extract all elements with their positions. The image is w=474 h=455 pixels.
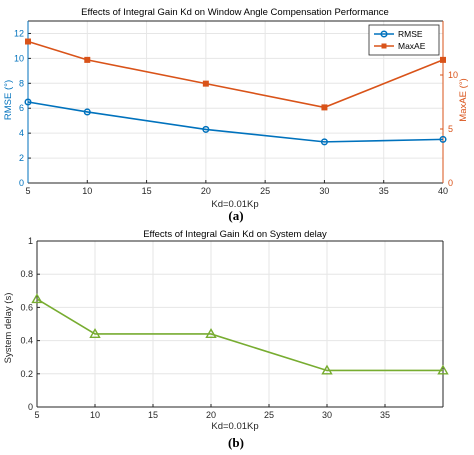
chart-b-x-tick-label: 25 [264, 410, 274, 420]
chart-b-y-tick-label: 0.6 [20, 302, 33, 312]
chart-a-rmse-point [320, 138, 328, 146]
chart-a-rmse-point [24, 98, 32, 106]
chart-a-maxae-point [84, 56, 91, 63]
chart-a-y-tick-label: 8 [19, 78, 24, 88]
chart-b-series-line [36, 298, 443, 372]
chart-b-y-tick-label: 0.8 [20, 269, 33, 279]
chart-b-y-tick-label: 0.2 [20, 369, 33, 379]
chart-a-rmse-point [202, 125, 210, 133]
chart-a-y-tick-label: 6 [19, 103, 24, 113]
chart-b-y-tick-label: 0.4 [20, 336, 33, 346]
chart-a-y-tick-label: 0 [19, 178, 24, 188]
chart-b-caption: (b) [228, 435, 244, 450]
chart-a-title: Effects of Integral Gain Kd on Window An… [81, 7, 389, 18]
chart-a-legend-label: RMSE [398, 29, 423, 39]
chart-a-legend-box [368, 24, 440, 56]
chart-a-ylabel: RMSE (°) [3, 80, 14, 120]
chart-b-series-point [321, 364, 333, 375]
chart-a-y2-tick-label: 0 [448, 178, 453, 188]
chart-a-maxae-point [321, 104, 328, 111]
chart-b-x-tick-label: 30 [322, 410, 332, 420]
chart-a-x-tick-label: 30 [319, 186, 329, 196]
chart-a-y-tick-label: 2 [19, 153, 24, 163]
chart-a-legend-marker [380, 30, 388, 38]
chart-b-x-tick-label: 15 [148, 410, 158, 420]
chart-a-x-tick-label: 20 [201, 186, 211, 196]
chart-b-xlabel: Kd=0.01Kp [211, 421, 258, 432]
chart-b-y-tick-label: 1 [28, 236, 33, 246]
chart-a-maxae-point [202, 80, 209, 87]
chart-a-x-tick-label: 15 [142, 186, 152, 196]
chart-a-y2-tick-label: 10 [448, 70, 458, 80]
chart-a-y-tick-label: 4 [19, 128, 24, 138]
chart-a-y-tick-label: 10 [14, 53, 24, 63]
chart-b: 5 10 15 20 25 30 35 0 0.2 0.4 0.6 0.8 1 [20, 236, 449, 420]
chart-a-y-tick-label: 12 [14, 28, 24, 38]
chart-a-caption: (a) [228, 208, 243, 223]
chart-b-x-tick-label: 5 [34, 410, 39, 420]
chart-a-rmse-point [83, 108, 91, 116]
chart-a-x-tick-label: 5 [25, 186, 30, 196]
chart-a-legend-label: MaxAE [398, 41, 426, 51]
chart-b-series-point [205, 328, 217, 339]
chart-a-maxae-point [440, 56, 446, 63]
chart-a-x-tick-label: 25 [260, 186, 270, 196]
chart-a-x-tick-label: 10 [82, 186, 92, 196]
chart-b-x-tick-label: 10 [90, 410, 100, 420]
chart-a-legend-marker [381, 43, 387, 49]
chart-b-x-tick-label: 35 [380, 410, 390, 420]
chart-a-rmse-point [439, 135, 447, 143]
chart-a-x-tick-label: 40 [438, 186, 448, 196]
chart-b-title: Effects of Integral Gain Kd on System de… [143, 229, 327, 240]
chart-a-rmse-line [27, 101, 444, 143]
chart-b-series-point [31, 293, 43, 304]
chart-b-y-tick-label: 0 [28, 402, 33, 412]
chart-a-y2-tick-label: 5 [448, 124, 453, 134]
chart-a-xlabel: Kd=0.01Kp [211, 199, 258, 210]
chart-a-maxae-point [25, 38, 31, 45]
chart-b-series-point [89, 328, 101, 339]
chart-b-series-point [437, 364, 449, 375]
chart-a-x-tick-label: 35 [379, 186, 389, 196]
chart-b-x-tick-label: 20 [206, 410, 216, 420]
chart-a-y2label: MaxAE (°) [458, 78, 469, 121]
chart-b-plot-area [37, 241, 443, 407]
chart-b-ylabel: System delay (s) [3, 293, 14, 364]
